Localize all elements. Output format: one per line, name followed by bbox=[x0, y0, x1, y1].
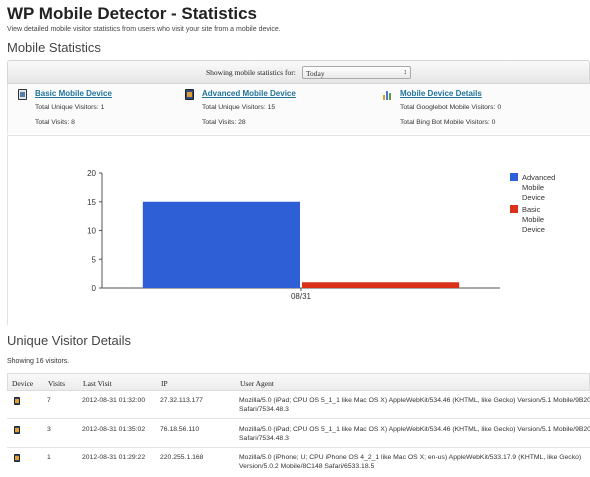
stats-cards: Basic Mobile Device Total Unique Visitor… bbox=[7, 84, 590, 134]
legend-label: Advanced bbox=[522, 173, 555, 182]
col-user-agent: User Agent bbox=[240, 379, 274, 388]
row-ip: 76.18.56.110 bbox=[160, 426, 200, 433]
row-user-agent-line1: Mozilla/5.0 (iPad; CPU OS 5_1_1 like Mac… bbox=[239, 426, 590, 433]
row-user-agent-line2: Safari/7534.48.3 bbox=[239, 406, 289, 413]
basic-unique-visitors: Total Unique Visitors: 1 bbox=[35, 104, 105, 111]
legend-label: Basic bbox=[522, 205, 541, 214]
col-visits: Visits bbox=[48, 379, 66, 388]
page-description: View detailed mobile visitor statistics … bbox=[7, 26, 281, 33]
legend-swatch bbox=[510, 173, 518, 181]
legend-label: Mobile bbox=[522, 183, 544, 192]
mobile-statistics-heading: Mobile Statistics bbox=[7, 40, 101, 55]
advanced-unique-visitors: Total Unique Visitors: 15 bbox=[202, 104, 276, 111]
col-device: Device bbox=[12, 379, 34, 388]
bar-basic-mobile-device bbox=[302, 282, 460, 288]
x-tick-label: 08/31 bbox=[291, 292, 312, 301]
row-last-visit: 2012-08-31 01:32:00 bbox=[82, 397, 146, 404]
col-ip: IP bbox=[161, 379, 168, 388]
legend-label: Device bbox=[522, 193, 545, 202]
bingbot-visitors: Total Bing Bot Mobile Visitors: 0 bbox=[400, 119, 496, 126]
row-visits: 7 bbox=[47, 397, 51, 404]
filter-label: Showing mobile statistics for: bbox=[206, 68, 296, 77]
googlebot-visitors: Total Googlebot Mobile Visitors: 0 bbox=[400, 104, 502, 111]
visits-chart-svg: 0510152008/31AdvancedMobileDeviceBasicMo… bbox=[87, 169, 555, 301]
row-user-agent-line1: Mozilla/5.0 (iPad; CPU OS 5_1_1 like Mac… bbox=[239, 397, 590, 404]
period-select[interactable]: Today ↕ bbox=[302, 66, 411, 79]
table-header: Device Visits Last Visit IP User Agent bbox=[7, 373, 590, 391]
tablet-icon bbox=[185, 89, 194, 100]
row-user-agent-line1: Mozilla/5.0 (iPhone; U; CPU iPhone OS 4_… bbox=[239, 454, 582, 461]
row-last-visit: 2012-08-31 01:35:02 bbox=[82, 426, 146, 433]
row-visits: 1 bbox=[47, 454, 51, 461]
table-row: 3 2012-08-31 01:35:02 76.18.56.110 Mozil… bbox=[7, 419, 590, 448]
y-tick-label: 0 bbox=[92, 284, 97, 293]
advanced-mobile-link[interactable]: Advanced Mobile Device bbox=[202, 89, 296, 98]
legend-label: Device bbox=[522, 225, 545, 234]
showing-count: Showing 16 visitors. bbox=[7, 358, 70, 365]
row-ip: 220.255.1.168 bbox=[160, 454, 204, 461]
row-user-agent-line2: Version/5.0.2 Mobile/8C148 Safari/6533.1… bbox=[239, 463, 375, 470]
y-tick-label: 5 bbox=[92, 255, 97, 264]
table-row: 1 2012-08-31 01:29:22 220.255.1.168 Mozi… bbox=[7, 448, 590, 477]
tablet-icon bbox=[14, 454, 20, 462]
y-tick-label: 20 bbox=[87, 169, 96, 178]
basic-total-visits: Total Visits: 8 bbox=[35, 119, 75, 126]
row-ip: 27.32.113.177 bbox=[160, 397, 203, 404]
period-select-value: Today bbox=[306, 69, 325, 78]
advanced-total-visits: Total Visits: 28 bbox=[202, 119, 246, 126]
legend-swatch bbox=[510, 205, 518, 213]
filter-bar: Showing mobile statistics for: Today ↕ bbox=[7, 60, 590, 84]
row-visits: 3 bbox=[47, 426, 51, 433]
y-tick-label: 15 bbox=[87, 198, 96, 207]
phone-icon bbox=[18, 89, 27, 100]
select-arrows-icon: ↕ bbox=[403, 68, 408, 76]
bar-advanced-mobile-device bbox=[142, 201, 300, 288]
row-user-agent-line2: Safari/7534.48.3 bbox=[239, 435, 289, 442]
page-title: WP Mobile Detector - Statistics bbox=[7, 4, 258, 23]
bar-chart-icon bbox=[383, 89, 392, 100]
tablet-icon bbox=[14, 426, 20, 434]
basic-mobile-link[interactable]: Basic Mobile Device bbox=[35, 89, 112, 98]
row-last-visit: 2012-08-31 01:29:22 bbox=[82, 454, 146, 461]
tablet-icon bbox=[14, 397, 20, 405]
table-row: 7 2012-08-31 01:32:00 27.32.113.177 Mozi… bbox=[7, 391, 590, 419]
device-details-link[interactable]: Mobile Device Details bbox=[400, 89, 482, 98]
col-last-visit: Last Visit bbox=[83, 379, 112, 388]
legend-label: Mobile bbox=[522, 215, 544, 224]
unique-visitor-heading: Unique Visitor Details bbox=[7, 333, 132, 348]
visits-chart: 0 5 10 15 20 08/31 Advanced Mobile Device Basic Mo… bbox=[7, 135, 590, 325]
y-tick-label: 10 bbox=[87, 227, 96, 236]
